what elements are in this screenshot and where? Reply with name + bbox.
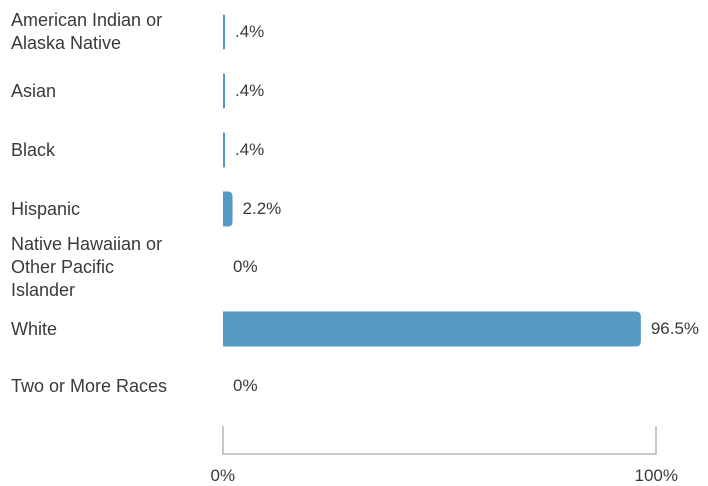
bar (223, 14, 225, 50)
bar (223, 191, 233, 227)
category-label: American Indian or Alaska Native (11, 10, 163, 53)
bar (223, 73, 225, 109)
category-label: White (11, 318, 58, 339)
value-label: 2.2% (242, 199, 282, 218)
category-label: Black (11, 139, 56, 160)
value-label: 0% (233, 257, 258, 276)
value-label: 96.5% (650, 319, 700, 338)
category-label: Asian (11, 80, 57, 101)
category-label: Two or More Races (11, 375, 168, 396)
value-label: .4% (235, 81, 265, 100)
category-label: Native Hawaiian or Other Pacific Islande… (11, 233, 163, 300)
value-label: .4% (235, 22, 265, 41)
x-tick-label: 0% (210, 466, 236, 485)
bar (223, 311, 641, 347)
value-label: .4% (235, 140, 265, 159)
value-label: 0% (233, 376, 258, 395)
bar (223, 132, 225, 168)
category-label: Hispanic (11, 198, 81, 219)
x-axis (222, 426, 657, 455)
x-tick-label: 100% (634, 466, 678, 485)
